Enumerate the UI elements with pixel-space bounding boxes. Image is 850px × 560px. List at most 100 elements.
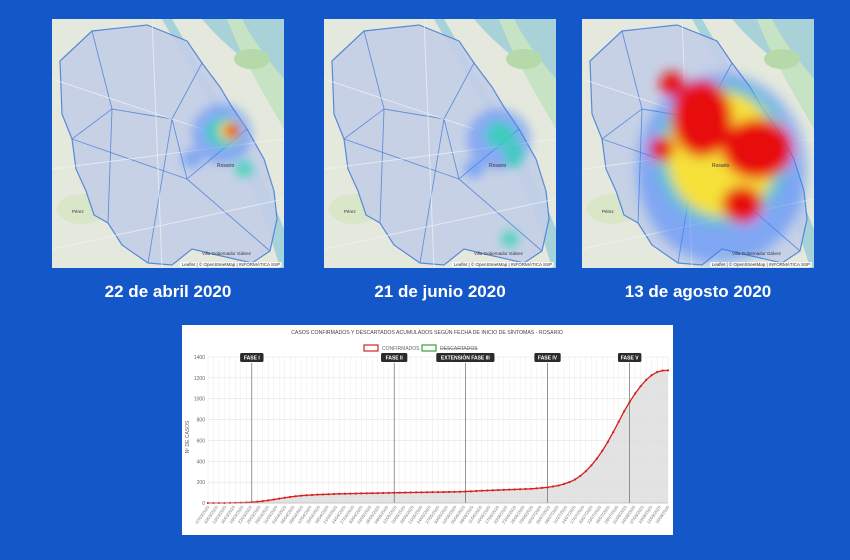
data-point[interactable] <box>628 400 631 403</box>
data-point[interactable] <box>655 371 659 374</box>
data-point[interactable] <box>502 488 505 491</box>
data-point[interactable] <box>278 497 281 500</box>
y-tick-label: 200 <box>197 480 206 486</box>
data-point[interactable] <box>508 488 511 491</box>
map-canvas: Rosario Villa Gobernador Gálvez Pérez <box>52 19 284 268</box>
data-point[interactable] <box>393 491 396 494</box>
data-point[interactable] <box>387 491 390 494</box>
data-point[interactable] <box>551 485 555 488</box>
data-point[interactable] <box>535 487 538 490</box>
data-point[interactable] <box>606 440 609 444</box>
data-point[interactable] <box>360 492 363 495</box>
heatmap-june: Rosario Villa Gobernador Gálvez Pérez Leaf… <box>324 19 556 268</box>
data-point[interactable] <box>513 488 516 491</box>
data-point[interactable] <box>272 498 275 501</box>
data-point[interactable] <box>568 481 571 484</box>
data-point[interactable] <box>267 499 270 502</box>
data-point[interactable] <box>612 430 615 434</box>
data-point[interactable] <box>464 490 467 493</box>
caption-august: 13 de agosto 2020 <box>624 282 772 301</box>
data-point[interactable] <box>299 494 303 497</box>
phase-label: FASE II <box>386 356 404 362</box>
data-point[interactable] <box>354 492 357 495</box>
data-point[interactable] <box>590 464 593 467</box>
data-point[interactable] <box>409 491 412 494</box>
data-point[interactable] <box>442 490 445 494</box>
data-point[interactable] <box>661 369 664 372</box>
data-point[interactable] <box>617 420 620 423</box>
data-point[interactable] <box>458 490 462 493</box>
place-label: Rosario <box>217 163 234 169</box>
data-point[interactable] <box>420 491 423 494</box>
data-point[interactable] <box>639 385 642 388</box>
data-point[interactable] <box>469 490 472 493</box>
data-point[interactable] <box>540 486 544 489</box>
data-point[interactable] <box>404 491 407 494</box>
data-point[interactable] <box>294 495 297 498</box>
south-label: Villa Gobernador Gálvez <box>732 251 782 256</box>
data-point[interactable] <box>289 495 292 499</box>
caption-june: 21 de junio 2020 <box>374 282 506 301</box>
data-point[interactable] <box>310 493 314 497</box>
data-point[interactable] <box>321 493 325 496</box>
y-tick-label: 1000 <box>194 397 205 403</box>
data-point[interactable] <box>376 491 379 495</box>
data-point[interactable] <box>529 487 533 490</box>
data-point[interactable] <box>601 449 604 452</box>
data-point[interactable] <box>557 484 560 487</box>
data-point[interactable] <box>650 374 653 377</box>
data-point[interactable] <box>453 490 456 493</box>
data-point[interactable] <box>327 493 330 496</box>
data-point[interactable] <box>573 478 577 481</box>
data-point[interactable] <box>524 487 527 491</box>
legend-label-confirmados[interactable]: CONFIRMADOS <box>382 346 420 352</box>
data-point[interactable] <box>382 491 385 495</box>
data-point[interactable] <box>623 410 626 413</box>
data-point[interactable] <box>644 378 648 382</box>
data-point[interactable] <box>332 492 336 496</box>
data-point[interactable] <box>447 490 451 494</box>
data-point[interactable] <box>349 492 352 495</box>
legend-label-descartados[interactable]: DESCARTADOS <box>440 346 478 352</box>
phase-badge <box>534 353 561 362</box>
data-point[interactable] <box>634 392 637 395</box>
data-point[interactable] <box>486 489 489 492</box>
data-point[interactable] <box>283 496 286 499</box>
series-area <box>208 370 668 503</box>
data-point[interactable] <box>425 491 429 494</box>
data-point[interactable] <box>595 457 598 460</box>
phase-badge <box>240 353 264 362</box>
data-point[interactable] <box>519 488 522 491</box>
data-point[interactable] <box>398 491 401 494</box>
data-point[interactable] <box>666 369 670 372</box>
data-point[interactable] <box>305 494 308 497</box>
data-point[interactable] <box>480 489 483 492</box>
phase-label: FASE V <box>621 356 639 362</box>
phase-label: FASE I <box>244 356 260 362</box>
y-tick-label: 400 <box>197 459 206 465</box>
data-point[interactable] <box>343 492 347 495</box>
legend-swatch-confirmados[interactable] <box>363 344 379 352</box>
y-tick-label: 1400 <box>194 355 205 361</box>
data-point[interactable] <box>546 486 549 489</box>
phase-badge <box>436 353 495 362</box>
data-point[interactable] <box>371 492 374 495</box>
data-point[interactable] <box>562 482 566 486</box>
data-point[interactable] <box>584 470 587 473</box>
data-point[interactable] <box>475 489 478 493</box>
data-point[interactable] <box>316 493 319 496</box>
data-point[interactable] <box>579 474 582 477</box>
y-axis-label: Nº DE CASOS <box>185 420 191 453</box>
map-canvas: Rosario Villa Gobernador Gálvez Pérez <box>324 19 556 268</box>
legend-swatch-descartados[interactable] <box>421 344 437 352</box>
data-point[interactable] <box>436 491 440 494</box>
data-point[interactable] <box>414 491 418 494</box>
data-point[interactable] <box>338 492 341 495</box>
data-point[interactable] <box>491 489 494 492</box>
data-point[interactable] <box>431 491 434 494</box>
data-point[interactable] <box>365 492 368 495</box>
data-point[interactable] <box>497 488 500 492</box>
data-point[interactable] <box>256 500 259 503</box>
chart-title: CASOS CONFIRMADOS Y DESCARTADOS ACUMULAD… <box>291 329 563 336</box>
data-point[interactable] <box>261 500 264 503</box>
